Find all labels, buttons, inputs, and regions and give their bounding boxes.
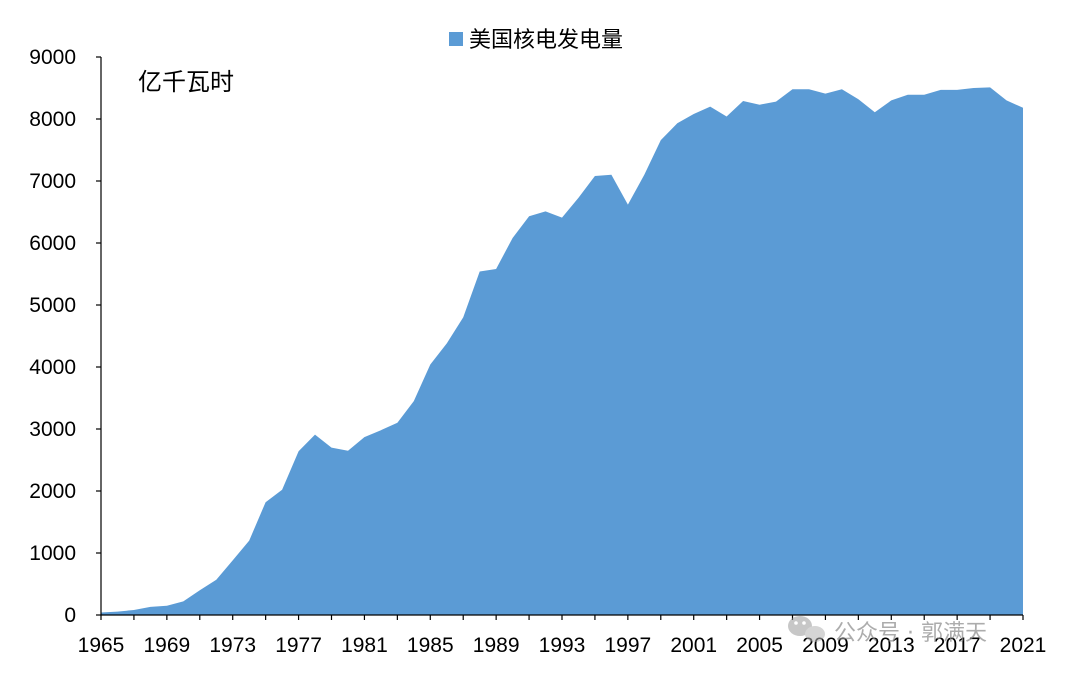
x-tick-label: 1969 (143, 634, 190, 657)
x-tick-label: 2017 (934, 634, 981, 657)
legend: 美国核电发电量 (449, 28, 623, 53)
y-tick-label: 8000 (29, 108, 76, 131)
unit-label: 亿千瓦时 (138, 68, 234, 96)
x-tick-label: 2005 (736, 634, 783, 657)
x-tick-label: 1993 (539, 634, 586, 657)
wechat-icon (788, 616, 825, 642)
x-tick-label: 1985 (407, 634, 454, 657)
y-tick-label: 3000 (29, 418, 76, 441)
y-tick-label: 5000 (29, 294, 76, 317)
y-tick-label: 9000 (29, 46, 76, 69)
x-tick-label: 2013 (868, 634, 915, 657)
x-tick-label: 1981 (341, 634, 388, 657)
x-tick-label: 1977 (275, 634, 322, 657)
series-area (101, 87, 1023, 615)
x-axis-ticks: 1965 1969 1973 1977 1981 1985 1989 1993 1997 2001… (78, 615, 1047, 657)
x-tick-label: 1965 (78, 634, 125, 657)
y-axis-ticks: 0 1000 2000 3000 4000 5000 6000 7000 8000 9000 (29, 46, 101, 627)
x-tick-label: 2001 (670, 634, 717, 657)
x-tick-label: 1973 (209, 634, 256, 657)
y-tick-label: 0 (64, 604, 76, 627)
watermark-text: 公众号 · 郭满天 (834, 621, 987, 646)
legend-swatch (449, 32, 463, 46)
area-layer (101, 87, 1023, 615)
watermark: 公众号 · 郭满天 (788, 616, 987, 646)
y-tick-label: 7000 (29, 170, 76, 193)
y-tick-label: 1000 (29, 542, 76, 565)
y-tick-label: 4000 (29, 356, 76, 379)
x-tick-label: 1997 (604, 634, 651, 657)
y-tick-label: 6000 (29, 232, 76, 255)
y-tick-label: 2000 (29, 480, 76, 503)
x-tick-label: 2021 (1000, 634, 1047, 657)
x-tick-label: 1989 (473, 634, 520, 657)
legend-label: 美国核电发电量 (469, 28, 623, 53)
